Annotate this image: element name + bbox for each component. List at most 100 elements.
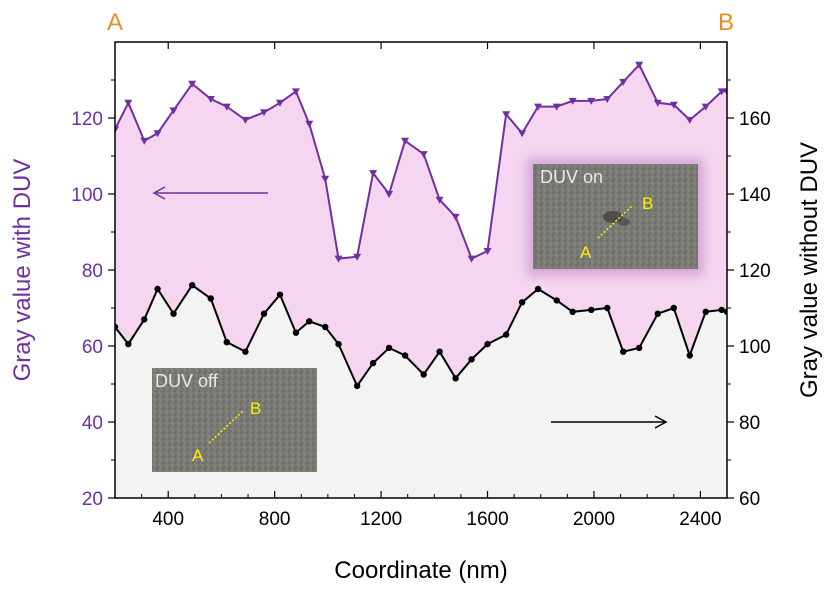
data-point-duv-on: [115, 126, 119, 134]
y-right-tick-label: 80: [739, 413, 760, 434]
x-tick-label: 1600: [466, 509, 508, 530]
data-point-duv-off: [702, 308, 709, 315]
data-point-duv-off: [518, 299, 526, 306]
data-point-duv-on: [619, 78, 628, 86]
y-left-tick-label: 80: [82, 261, 103, 282]
inset-duv-off: DUV off A B: [152, 368, 317, 472]
data-point-duv-off: [306, 318, 313, 325]
data-point-duv-off: [654, 310, 662, 317]
data-point-duv-on: [385, 191, 394, 198]
data-point-duv-off: [534, 285, 542, 293]
y-right-tick-label: 100: [739, 337, 771, 358]
data-point-duv-off: [170, 310, 177, 317]
data-point-duv-off: [115, 323, 119, 331]
y-right-tick-label: 140: [739, 185, 771, 206]
y-right-tick-label: 60: [739, 489, 760, 510]
data-point-duv-on: [401, 137, 410, 145]
inset-duv-on: DUV on A B: [527, 158, 704, 276]
data-point-duv-on: [635, 61, 644, 69]
data-point-duv-on: [153, 130, 162, 138]
data-point-duv-on: [305, 120, 314, 128]
data-point-duv-off: [686, 352, 693, 359]
axis-ticks: 400 800 1200 1600 2000 2400 20 40 60 80 100 120 60 80…: [71, 42, 771, 530]
data-point-duv-on: [685, 116, 694, 124]
data-point-duv-on: [568, 97, 577, 105]
y-right-tick-label: 160: [739, 109, 771, 130]
data-point-duv-off: [723, 308, 727, 315]
data-point-duv-off: [188, 282, 196, 289]
inset-title: DUV on: [540, 167, 603, 187]
y-left-axis-title: Gray value with DUV: [9, 159, 36, 382]
inset-image: [152, 368, 317, 472]
data-point-duv-on: [552, 103, 561, 111]
data-point-duv-on: [467, 255, 476, 263]
area-between-series: [115, 64, 727, 386]
data-point-duv-on: [369, 170, 378, 178]
y-right-tick-label: 120: [739, 261, 771, 282]
data-point-duv-off: [604, 304, 611, 312]
data-point-duv-off: [207, 295, 214, 302]
corner-label-b: B: [718, 9, 734, 36]
data-point-duv-off: [353, 382, 361, 390]
data-point-duv-off: [670, 304, 677, 312]
data-point-duv-on: [353, 253, 362, 261]
data-point-duv-off: [276, 291, 284, 298]
data-point-duv-on: [451, 213, 460, 221]
data-point-duv-off: [385, 344, 393, 352]
y-left-tick-label: 20: [82, 489, 103, 510]
data-point-duv-off: [242, 348, 249, 355]
data-point-duv-on: [321, 175, 330, 183]
data-point-duv-on: [518, 130, 527, 138]
data-point-duv-off: [502, 331, 510, 338]
data-point-duv-off: [125, 340, 132, 348]
data-point-duv-on: [260, 109, 269, 117]
inset-title: DUV off: [155, 371, 219, 391]
data-point-duv-on: [723, 88, 727, 96]
data-point-duv-on: [534, 103, 543, 111]
series-lines: [115, 61, 727, 390]
x-axis-title: Coordinate (nm): [334, 557, 507, 584]
data-point-duv-on: [502, 111, 511, 119]
data-point-duv-off: [553, 297, 560, 304]
data-point-duv-on: [483, 248, 492, 255]
data-point-duv-on: [334, 255, 343, 263]
x-tick-label: 400: [152, 509, 184, 530]
x-tick-label: 2000: [573, 509, 615, 530]
left-axis-arrow: [152, 186, 268, 200]
right-axis-arrow: [551, 415, 668, 429]
data-point-duv-on: [124, 99, 133, 107]
data-point-duv-on: [275, 99, 284, 107]
inset-point-b: B: [250, 399, 261, 418]
data-point-duv-on: [587, 97, 596, 105]
data-point-duv-on: [653, 99, 662, 107]
data-point-duv-off: [335, 340, 342, 348]
data-point-duv-off: [141, 316, 148, 323]
data-point-duv-off: [635, 344, 643, 352]
data-point-duv-off: [452, 375, 459, 382]
x-tick-label: 1200: [360, 509, 402, 530]
data-point-duv-off: [620, 348, 627, 355]
data-point-duv-off: [420, 371, 427, 378]
corner-label-a: A: [107, 9, 123, 36]
inset-defect: [603, 211, 623, 223]
x-tick-label: 2400: [679, 509, 721, 530]
inset-defect: [618, 218, 630, 226]
y-left-tick-label: 120: [71, 109, 103, 130]
data-point-duv-off: [588, 306, 595, 314]
data-point-duv-on: [419, 151, 428, 159]
data-point-duv-off: [292, 329, 300, 336]
data-point-duv-off: [436, 348, 443, 355]
data-point-duv-off: [468, 356, 475, 363]
data-point-duv-off: [401, 352, 409, 359]
inset-point-a: A: [192, 446, 204, 465]
data-point-duv-off: [223, 339, 230, 346]
data-point-duv-off: [484, 340, 491, 348]
data-point-duv-on: [169, 107, 178, 115]
x-tick-label: 800: [259, 509, 291, 530]
data-point-duv-on: [435, 196, 444, 204]
data-point-duv-on: [291, 88, 300, 96]
data-point-duv-on: [222, 103, 231, 111]
data-point-duv-on: [701, 103, 710, 111]
data-point-duv-on: [140, 137, 149, 145]
